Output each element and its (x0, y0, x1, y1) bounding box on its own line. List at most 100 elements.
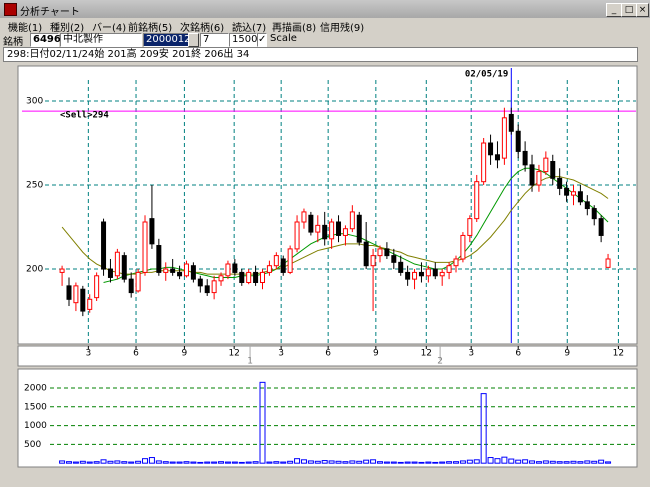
candle-body (128, 278, 134, 294)
volume-bar (135, 460, 142, 464)
period-field[interactable]: 7 (200, 33, 229, 47)
volume-bar (79, 460, 86, 464)
candle-body (142, 221, 148, 273)
candle-body (177, 271, 183, 277)
candle-body (494, 154, 500, 161)
scale-checkbox[interactable]: ✓ (257, 33, 267, 47)
volume-bar (522, 459, 529, 464)
volume-bar (162, 461, 169, 464)
candle-body (432, 268, 438, 277)
candle-body (94, 275, 100, 299)
volume-bar (266, 461, 273, 464)
candle-body (446, 265, 452, 273)
candle-body (80, 288, 86, 312)
volume-bar (556, 461, 563, 464)
year-label: 1 (247, 357, 253, 367)
maximize-button[interactable]: □ (621, 3, 637, 17)
candle-body (322, 224, 328, 240)
date-spinner[interactable] (188, 33, 199, 47)
x-tick-label: 12 (613, 349, 624, 359)
volume-bar (86, 461, 93, 464)
code-field[interactable]: 6496 (30, 33, 61, 47)
volume-bar (245, 461, 252, 464)
candle-body (59, 268, 65, 273)
volume-bar (549, 460, 556, 464)
volume-bar (370, 459, 377, 464)
candle-body (260, 271, 266, 284)
candle-body (301, 211, 307, 223)
candle-body (391, 255, 397, 263)
candle-body (239, 271, 245, 284)
minimize-button[interactable]: _ (606, 3, 622, 17)
volume-bar (591, 460, 598, 464)
cursor-date: 02/05/19 (465, 70, 508, 80)
volume-bar (473, 459, 480, 464)
candle-body (135, 271, 141, 292)
volume-bar (93, 461, 100, 464)
volume-bar (307, 460, 314, 464)
menu-item[interactable]: 機能(1) (8, 23, 43, 34)
volume-bar (432, 461, 439, 464)
candle-body (412, 271, 418, 280)
x-tick-label: 3 (278, 349, 284, 359)
menu-item[interactable]: 次銘柄(6) (180, 23, 225, 34)
volume-bar (142, 458, 149, 464)
volume-bar (107, 460, 114, 464)
menu-item[interactable]: バー(4) (92, 23, 127, 34)
candle-body (190, 265, 196, 280)
volume-bar (59, 460, 66, 464)
volume-bar (280, 461, 287, 464)
candle-body (557, 177, 563, 189)
candle-body (501, 117, 507, 159)
volume-bar (598, 459, 605, 464)
candle-body (204, 285, 210, 294)
candle-body (101, 221, 107, 270)
volume-bar (542, 460, 549, 464)
candle-body (273, 255, 279, 267)
volume-bar (190, 461, 197, 464)
volume-bar (453, 461, 460, 464)
date-field[interactable]: 20000123 (143, 33, 197, 47)
menu-item[interactable]: 読込(7) (232, 23, 267, 34)
app-icon (4, 3, 17, 16)
candle-body (114, 251, 120, 277)
volume-bar (390, 461, 397, 464)
candle-body (605, 258, 611, 268)
name-field[interactable]: 中北製作 (60, 33, 142, 47)
title-bar: 分析チャート (0, 0, 650, 18)
volume-bar (508, 458, 515, 464)
candle-body (225, 263, 231, 277)
candle-body (287, 248, 293, 273)
volume-bar (501, 456, 508, 464)
volume-bar (231, 461, 238, 464)
y-tick-label: 200 (26, 265, 43, 275)
close-button[interactable]: × (636, 3, 649, 17)
menu-item[interactable]: 前銘柄(5) (128, 23, 173, 34)
volume-bar (397, 461, 404, 464)
volume-bar (480, 393, 487, 464)
volume-bar (148, 457, 155, 464)
volume-bar (570, 460, 577, 464)
sell-label: <Sell>294 (60, 111, 109, 121)
candle-body (488, 142, 494, 156)
candle-body (460, 234, 466, 260)
candle-body (598, 218, 604, 236)
volume-bar (363, 459, 370, 464)
volume-bar (100, 459, 107, 464)
volume-bar (577, 461, 584, 464)
volume-bar (121, 461, 128, 464)
volume-bar (383, 461, 390, 464)
menu-item[interactable]: 信用残(9) (320, 23, 365, 34)
menu-item[interactable]: 再描画(8) (272, 23, 317, 34)
candle-body (308, 214, 314, 233)
candle-body (543, 157, 549, 173)
x-tick-label: 9 (373, 349, 379, 359)
menu-item[interactable]: 種別(2) (50, 23, 85, 34)
volume-bar (314, 460, 321, 464)
count-field[interactable]: 1500 (229, 33, 257, 47)
volume-bar (487, 457, 494, 464)
code-label: 銘柄 (3, 37, 23, 48)
volume-bar (128, 461, 135, 464)
volume-bar (466, 459, 473, 464)
x-tick-label: 3 (468, 349, 474, 359)
